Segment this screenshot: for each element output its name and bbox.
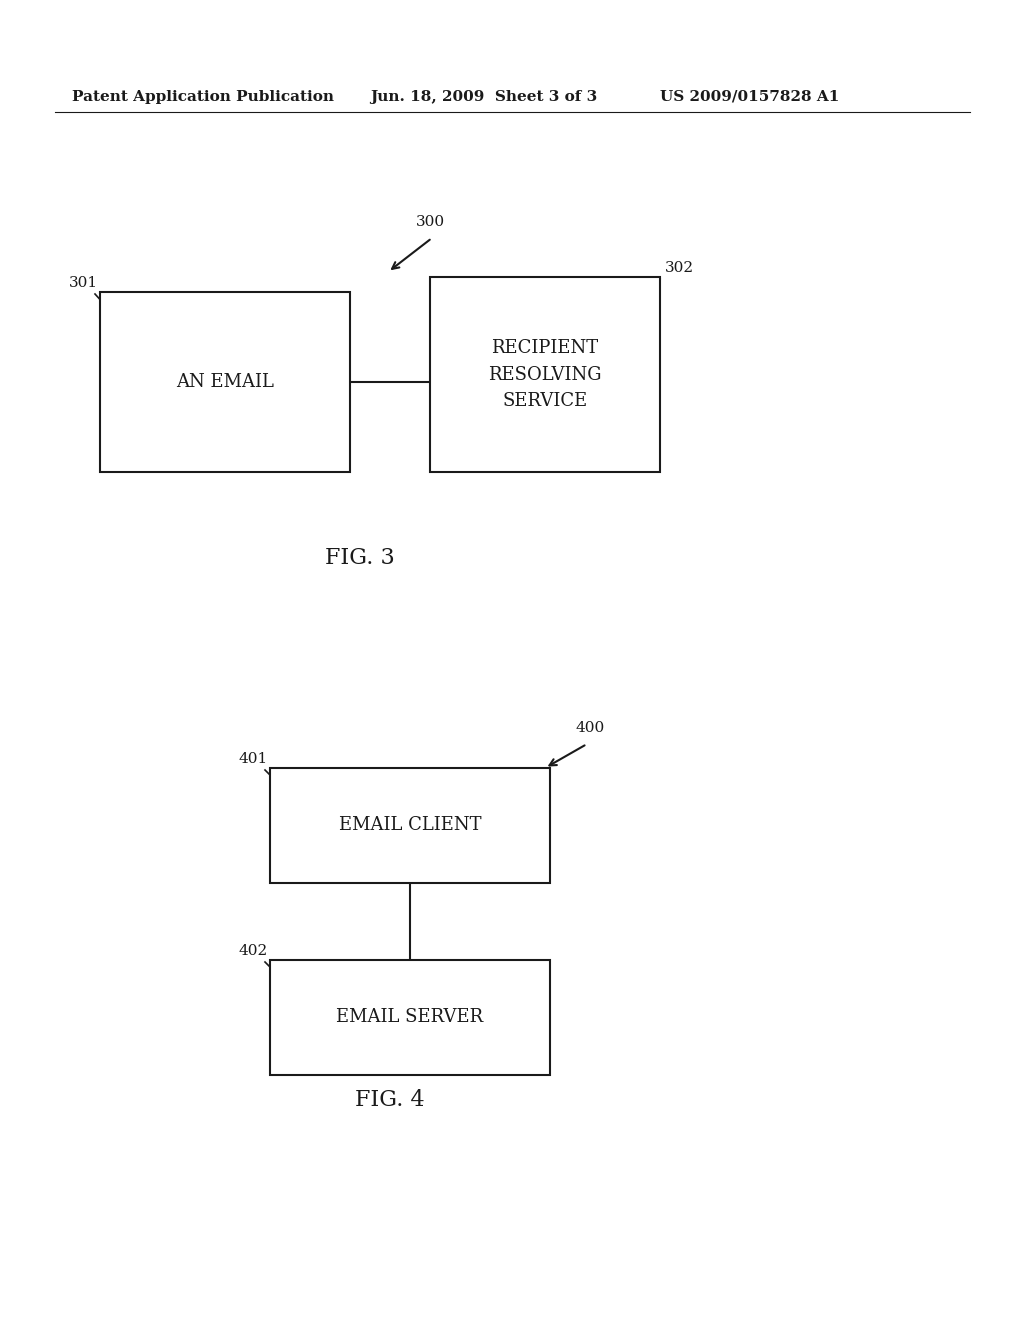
Text: US 2009/0157828 A1: US 2009/0157828 A1 [660, 90, 840, 104]
Text: Jun. 18, 2009  Sheet 3 of 3: Jun. 18, 2009 Sheet 3 of 3 [370, 90, 597, 104]
Bar [100, 292, 350, 473]
Text: AN EMAIL: AN EMAIL [176, 374, 274, 391]
Text: 400: 400 [575, 721, 604, 735]
Bar [270, 768, 550, 883]
Text: EMAIL SERVER: EMAIL SERVER [337, 1008, 483, 1027]
Text: 301: 301 [69, 276, 98, 290]
Bar [430, 277, 660, 473]
Text: FIG. 3: FIG. 3 [326, 546, 395, 569]
Text: EMAIL CLIENT: EMAIL CLIENT [339, 817, 481, 834]
Text: 300: 300 [416, 215, 444, 228]
Text: FIG. 4: FIG. 4 [355, 1089, 425, 1111]
Text: 402: 402 [239, 944, 268, 958]
Text: Patent Application Publication: Patent Application Publication [72, 90, 334, 104]
Text: RECIPIENT
RESOLVING
SERVICE: RECIPIENT RESOLVING SERVICE [488, 339, 602, 411]
Text: 302: 302 [665, 261, 694, 275]
Bar [270, 960, 550, 1074]
Text: 401: 401 [239, 752, 268, 766]
